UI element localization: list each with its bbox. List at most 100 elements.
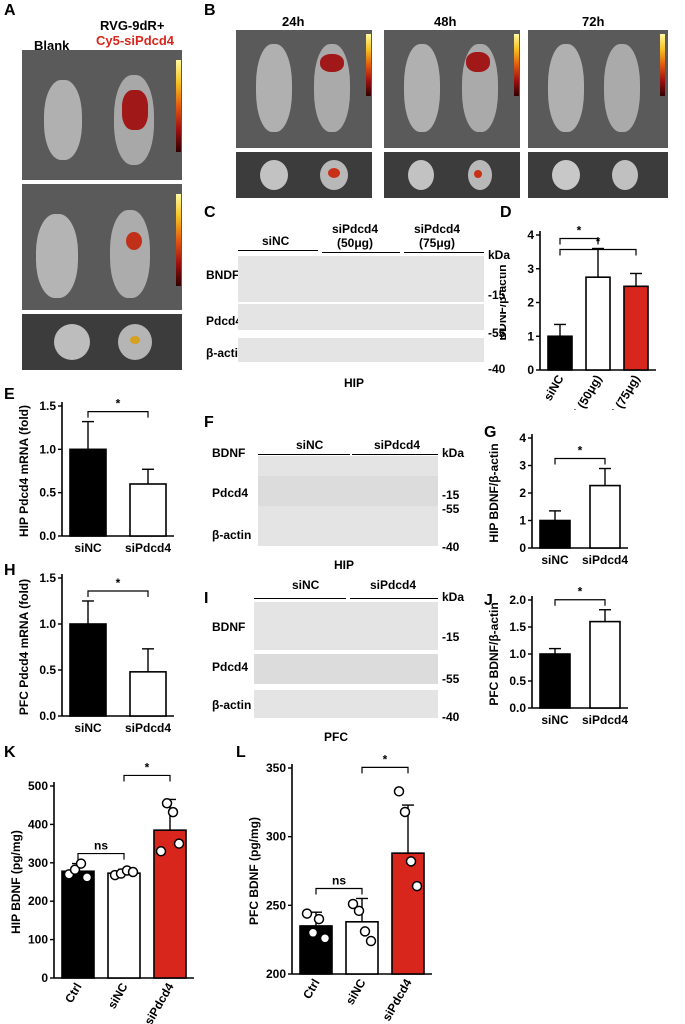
row-label-actin-i: β-actin xyxy=(212,698,252,712)
bar xyxy=(129,483,167,537)
kda-label-c: kDa xyxy=(488,248,511,262)
y-tick-label: 0 xyxy=(41,971,48,985)
row-label-actin-c: β-actin xyxy=(206,346,246,360)
x-tick-label: Ctrl xyxy=(62,981,84,1006)
row-label-bdnf-i: BDNF xyxy=(212,620,246,634)
kda-label-f: kDa xyxy=(442,446,465,460)
x-tick-label: siNC xyxy=(74,541,102,555)
data-point xyxy=(301,908,313,919)
x-tick-label: siNC xyxy=(74,721,102,735)
significance-bracket xyxy=(559,237,599,245)
bar xyxy=(61,870,95,979)
colorbar-a2 xyxy=(176,194,181,286)
group-label-sinc: siNC xyxy=(262,234,290,248)
y-tick-label: 200 xyxy=(266,967,286,981)
y-tick-label: 1 xyxy=(519,514,526,528)
data-point xyxy=(405,856,417,867)
x-tick-label: Ctrl xyxy=(300,977,322,1002)
x-tick-label: siPdcd4 xyxy=(141,980,176,1024)
group-label-sinc-f: siNC xyxy=(296,438,324,452)
row-label-pdcd4-c: Pdcd4 xyxy=(206,314,243,328)
y-tick-label: 1.0 xyxy=(509,647,526,661)
row-label-pdcd4-f: Pdcd4 xyxy=(212,486,249,500)
data-point xyxy=(359,926,371,937)
y-tick-label: 200 xyxy=(28,894,48,908)
y-tick-label: 0 xyxy=(527,363,534,377)
y-tick-label: 1.0 xyxy=(39,617,56,631)
bar xyxy=(547,335,573,371)
y-tick-label: 250 xyxy=(266,898,286,912)
significance-mark: * xyxy=(578,444,583,458)
chart-h: 0.0 0.5 1.0 1.5 PFC Pdcd4 mRNA (fold) siNC siP… xyxy=(17,571,174,735)
mouse-image-72h xyxy=(528,30,668,148)
y-axis-label: HIP Pdcd4 mRNA (fold) xyxy=(17,405,31,537)
kda-55-f: -55 xyxy=(442,502,460,516)
bar xyxy=(153,829,187,979)
bar xyxy=(539,519,571,549)
significance-bracket xyxy=(315,887,363,895)
mouse-image-48h xyxy=(384,30,520,148)
group-bracket-sipdcd4-i xyxy=(350,598,438,599)
panel-label-f: F xyxy=(204,414,214,431)
significance-bracket xyxy=(554,457,606,465)
y-tick-label: 3 xyxy=(527,262,534,276)
panel-label-d: D xyxy=(500,204,512,221)
colorbar-b2 xyxy=(514,34,519,96)
kda-15-c: -15 xyxy=(488,288,506,302)
bar xyxy=(129,671,167,717)
group-bracket-sinc-i xyxy=(254,598,346,599)
data-point xyxy=(353,905,365,917)
data-point xyxy=(155,846,167,857)
significance-mark: * xyxy=(383,752,388,766)
significance-mark: * xyxy=(145,760,150,774)
significance-mark: ns xyxy=(332,873,346,887)
kda-55-c: -55 xyxy=(488,326,506,340)
y-tick-label: 0.5 xyxy=(39,663,56,677)
group-label-sinc-i: siNC xyxy=(292,578,320,592)
x-tick-label: siNC xyxy=(541,553,569,567)
x-tick-label: siPdcd4 xyxy=(125,721,171,735)
group-label-sipdcd4-f: siPdcd4 xyxy=(374,438,421,452)
chart-k: 0 100 200 300 400 500 HIP BDNF (pg/mg) Ctrl siNC… xyxy=(9,760,194,1024)
row-label-actin-f: β-actin xyxy=(212,528,252,542)
x-tick-label: siPdcd4 xyxy=(582,713,628,727)
chart-g: 0 1 2 3 4 HIP BDNF/β-actin siNC siPdcd4 * xyxy=(487,431,628,567)
group-bracket-75 xyxy=(404,252,484,253)
y-tick-label: 2.0 xyxy=(509,593,526,607)
brain-image-48h xyxy=(384,152,520,198)
kda-label-i: kDa xyxy=(442,590,465,604)
panel-label-a: A xyxy=(4,2,16,19)
y-tick-label: 0.0 xyxy=(39,709,56,723)
data-point xyxy=(167,806,179,818)
column-label-treatment-line2: Cy5-siPdcd4 xyxy=(96,33,175,48)
y-tick-label: 1 xyxy=(527,329,534,343)
blot-pdcd4-c xyxy=(238,304,484,330)
data-point xyxy=(319,933,331,944)
y-tick-label: 400 xyxy=(28,817,48,831)
group-bracket-50 xyxy=(322,252,400,253)
row-label-bdnf-f: BDNF xyxy=(212,446,246,460)
data-point xyxy=(411,880,423,892)
x-tick-label: siPdcd4 xyxy=(582,553,628,567)
significance-bracket xyxy=(123,774,171,782)
data-point xyxy=(365,935,377,947)
y-tick-label: 350 xyxy=(266,761,286,775)
panel-label-g: G xyxy=(484,424,497,441)
panel-label-j: J xyxy=(484,592,493,609)
kda-40-f: -40 xyxy=(442,540,460,554)
row-label-pdcd4-i: Pdcd4 xyxy=(212,660,249,674)
data-point xyxy=(81,872,93,883)
x-tick-label: siNC xyxy=(541,713,569,727)
y-tick-label: 0.5 xyxy=(39,486,56,500)
significance-bracket xyxy=(559,248,637,256)
chart-e: 0.0 0.5 1.0 1.5 HIP Pdcd4 mRNA (fold) siNC siP… xyxy=(17,397,174,555)
group-bracket-sinc-f xyxy=(258,454,350,455)
y-axis-label: BDNF/β-actin xyxy=(500,265,509,341)
data-point xyxy=(313,913,325,925)
significance-bracket xyxy=(87,411,149,418)
colorbar-a1 xyxy=(176,60,181,152)
panel-label-b: B xyxy=(204,2,216,19)
brain-image-24h xyxy=(236,152,372,198)
x-tick-label: siPdcd4 xyxy=(379,976,414,1023)
